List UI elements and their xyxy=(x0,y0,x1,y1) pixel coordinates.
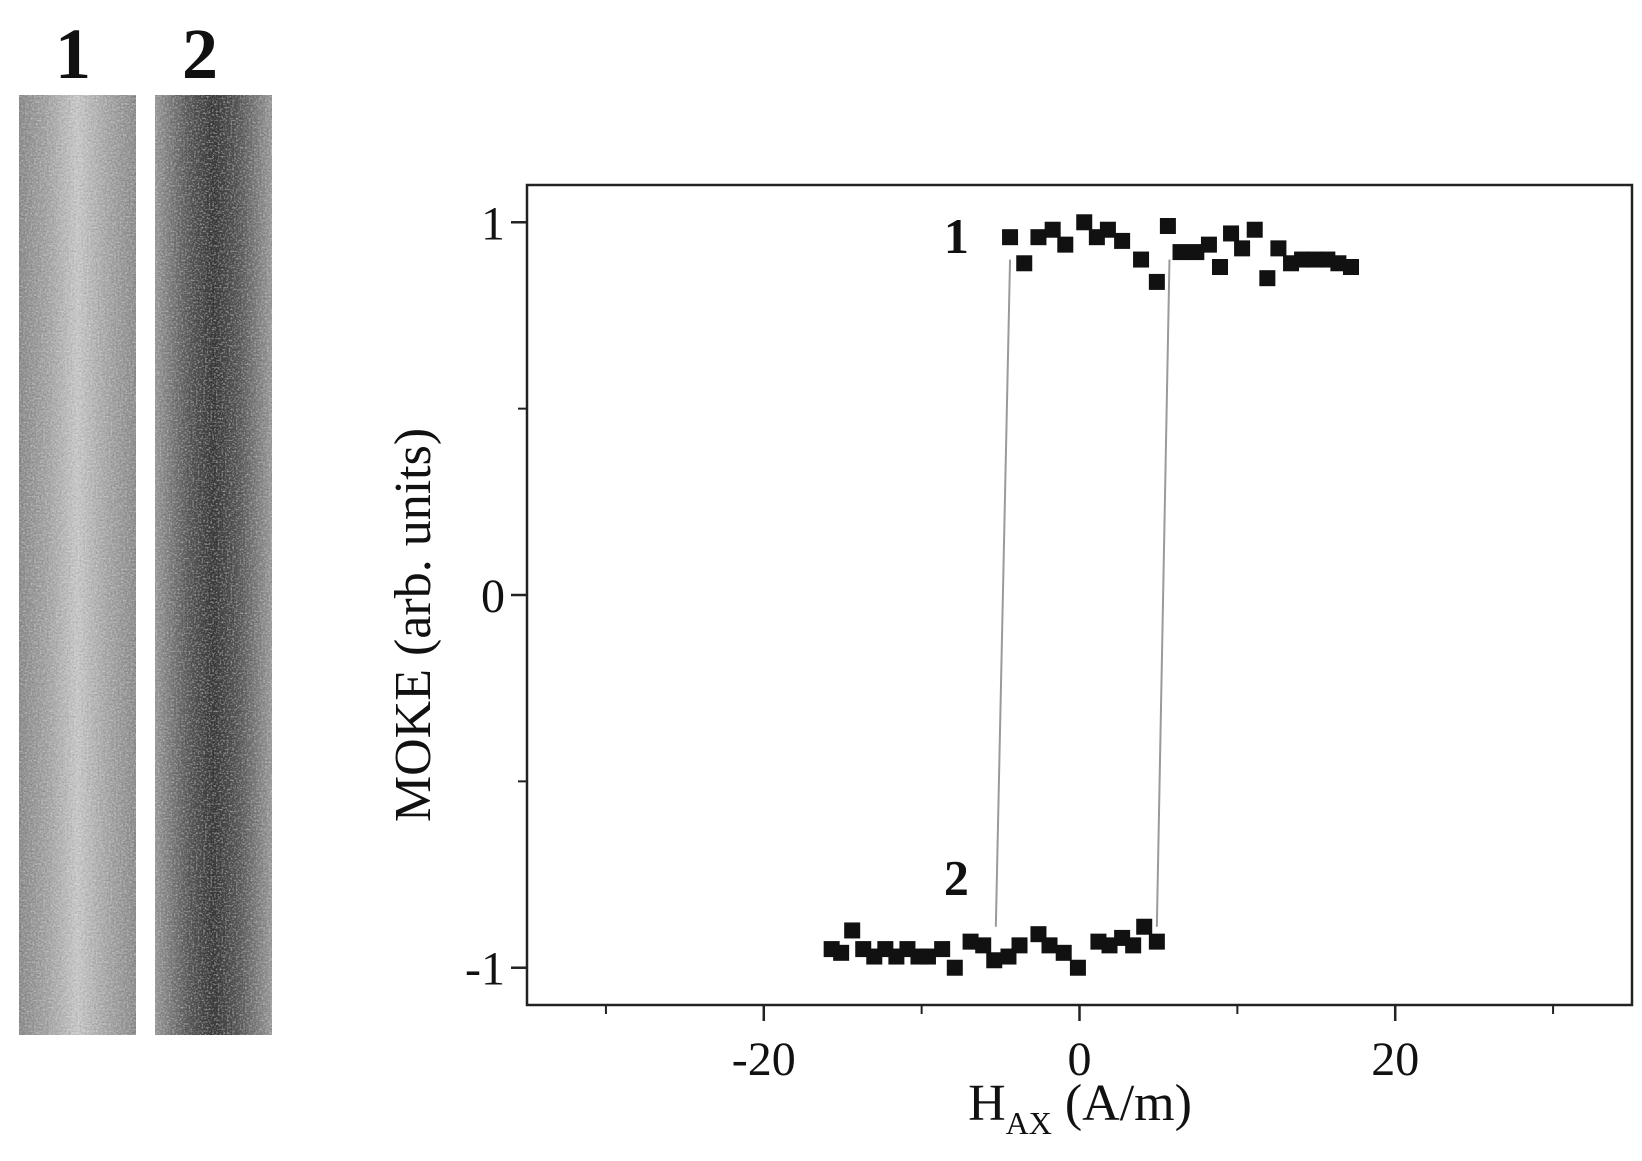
x-axis-label-subscript: AX xyxy=(1006,1105,1052,1141)
data-point-s1-26 xyxy=(1148,933,1165,950)
plot-frame xyxy=(525,183,1634,1007)
data-point-s0-2 xyxy=(1030,229,1047,246)
strip-label-2: 2 xyxy=(182,14,218,94)
data-point-s0-23 xyxy=(1306,251,1323,268)
data-point-s0-9 xyxy=(1133,251,1150,268)
data-point-s0-5 xyxy=(1076,214,1093,231)
domain-image-2 xyxy=(155,95,272,1035)
tick-labels: -20 0 20 -1 0 1 xyxy=(465,197,1419,1086)
data-point-s1-25 xyxy=(1136,918,1153,935)
x-tick-label-2: 20 xyxy=(1371,1033,1419,1086)
y-axis-label: MOKE (arb. units) xyxy=(385,428,442,822)
data-point-s1-10 xyxy=(934,941,951,958)
data-point-s0-15 xyxy=(1211,259,1228,275)
data-point-s0-4 xyxy=(1057,236,1074,253)
data-point-s0-0 xyxy=(1002,229,1019,246)
data-point-s0-26 xyxy=(1343,259,1360,275)
data-point-s0-8 xyxy=(1114,232,1131,249)
annotation-1: 1 xyxy=(944,208,969,264)
data-point-s0-22 xyxy=(1294,251,1311,268)
annotations: 12 xyxy=(944,208,969,905)
data-point-s1-18 xyxy=(1041,937,1058,954)
data-point-s0-19 xyxy=(1259,270,1276,287)
x-tick-label-1: 0 xyxy=(1068,1033,1092,1086)
data-point-s1-12 xyxy=(962,933,979,950)
x-axis-label-unit: (A/m) xyxy=(1052,1075,1192,1132)
data-point-s0-11 xyxy=(1159,218,1176,234)
switching-line-1 xyxy=(1155,259,1171,927)
domain-image-1 xyxy=(19,95,136,1035)
data-point-s0-13 xyxy=(1188,244,1205,261)
data-point-s1-22 xyxy=(1101,937,1118,954)
axis-ticks xyxy=(511,221,1555,1021)
data-point-s1-9 xyxy=(919,948,936,965)
data-point-s0-14 xyxy=(1200,236,1217,253)
y-tick-label-2: 1 xyxy=(481,197,505,250)
data-points xyxy=(823,214,1360,976)
strip-label-1: 1 xyxy=(55,14,91,94)
data-point-s0-3 xyxy=(1044,221,1061,238)
x-tick-label-0: -20 xyxy=(732,1033,796,1086)
data-point-s1-19 xyxy=(1055,944,1072,961)
switching-lines xyxy=(994,259,1171,927)
data-point-s0-16 xyxy=(1223,225,1240,242)
switching-line-0 xyxy=(994,259,1012,927)
data-point-s1-1 xyxy=(833,944,850,961)
data-point-s0-1 xyxy=(1016,255,1033,272)
domain-images xyxy=(19,95,272,1035)
data-point-s1-11 xyxy=(946,959,963,976)
data-point-s1-20 xyxy=(1069,959,1086,976)
data-point-s1-24 xyxy=(1125,937,1142,954)
data-point-s1-13 xyxy=(975,937,992,954)
x-axis-label-main: H xyxy=(968,1075,1006,1132)
data-point-s1-14 xyxy=(986,952,1003,969)
data-point-s0-18 xyxy=(1246,221,1263,238)
data-point-s0-7 xyxy=(1099,221,1116,238)
data-point-s0-25 xyxy=(1330,255,1347,272)
data-point-s0-20 xyxy=(1270,240,1287,257)
data-point-s1-16 xyxy=(1011,937,1028,954)
annotation-2: 2 xyxy=(944,849,969,905)
data-point-s0-10 xyxy=(1148,273,1165,290)
y-tick-label-1: 0 xyxy=(481,570,505,623)
data-point-s1-2 xyxy=(844,922,861,939)
y-tick-label-0: -1 xyxy=(465,943,505,996)
x-axis-label: HAX (A/m) xyxy=(968,1075,1192,1141)
data-point-s0-12 xyxy=(1172,244,1189,261)
data-point-s0-17 xyxy=(1234,240,1251,257)
